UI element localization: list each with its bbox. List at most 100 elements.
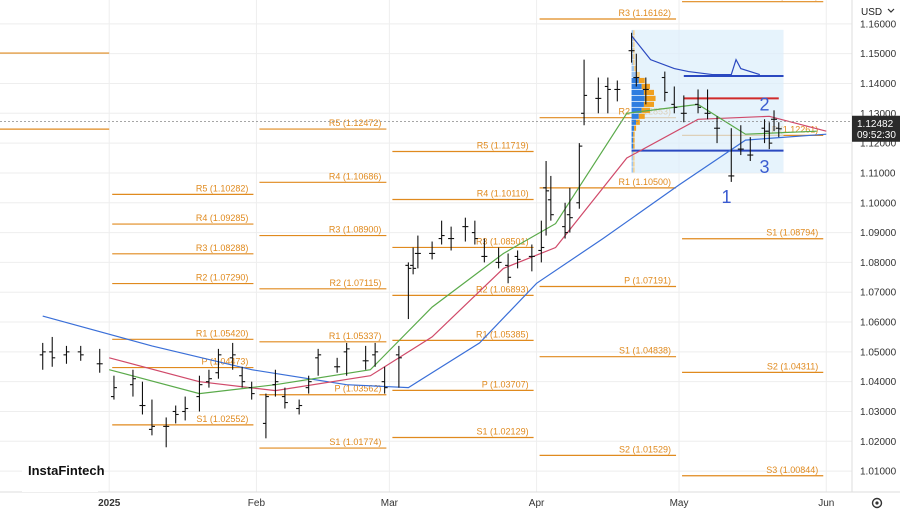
ohlc-bar — [362, 345, 369, 370]
settings-button[interactable] — [871, 497, 883, 509]
pivot-label: R1 (1.05420) — [196, 328, 249, 338]
pivot-label: R3 (1.08501) — [476, 236, 529, 246]
ohlc-bar — [528, 244, 535, 272]
ohlc-bar — [775, 122, 782, 138]
ohlc-bar — [39, 342, 46, 370]
ohlc-bar — [737, 125, 744, 156]
ohlc-bar — [547, 175, 554, 221]
pivot-label: R2 (1.07290) — [196, 273, 249, 283]
y-tick-label: 1.14000 — [860, 79, 897, 90]
profile-bar-buy — [631, 66, 635, 72]
ohlc-bar — [514, 250, 521, 269]
gear-icon — [871, 497, 883, 509]
ohlc-bar — [272, 369, 279, 397]
ohlc-bar — [229, 342, 236, 370]
ohlc-bar — [505, 253, 512, 284]
profile-bar-sell — [633, 131, 635, 137]
pivot-label: S1 (1.08794) — [766, 228, 818, 238]
wave-label: 3 — [760, 157, 770, 177]
pivot-label: S1 (1.02129) — [477, 426, 529, 436]
y-tick-label: 1.11000 — [860, 168, 896, 179]
profile-bar-buy — [631, 77, 639, 84]
y-tick-label: 1.15000 — [860, 49, 897, 60]
profile-bar-sell — [638, 77, 645, 84]
ohlc-bar — [604, 77, 611, 114]
y-tick-label: 1.06000 — [860, 318, 897, 329]
ohlc-bar — [543, 161, 550, 236]
profile-bar-buy — [631, 30, 634, 36]
profile-bar-sell — [643, 101, 655, 107]
pivot-label: S1 (1.04838) — [619, 346, 671, 356]
ohlc-bar — [562, 202, 569, 239]
profile-bar-buy — [631, 54, 634, 60]
profile-bar-buy — [631, 36, 634, 42]
y-tick-label: 1.13000 — [860, 109, 897, 120]
chart-grid — [0, 0, 852, 492]
profile-bar-sell — [633, 42, 635, 48]
profile-bar-sell — [633, 149, 635, 155]
profile-bar-sell — [633, 167, 635, 173]
ohlc-bar — [642, 77, 649, 105]
ohlc-bar — [77, 345, 84, 361]
profile-bar-buy — [631, 107, 642, 113]
profile-bar-buy — [631, 101, 644, 107]
last-price-value: 1.12482 — [857, 119, 894, 130]
profile-bar-buy — [631, 113, 639, 119]
y-tick-label: 1.01000 — [860, 467, 897, 478]
pivot-label: S3 (1.00844) — [766, 465, 818, 475]
pivot-label: S1 (1.01774) — [329, 437, 381, 447]
pivot-label: R1 (1.05337) — [329, 331, 382, 341]
ohlc-bar — [182, 396, 189, 421]
y-tick-label: 1.16000 — [860, 19, 897, 30]
ohlc-bar — [462, 217, 469, 242]
ohlc-bar — [395, 345, 402, 388]
ohlc-bar — [661, 71, 668, 102]
ohlc-bar — [771, 110, 778, 132]
y-axis[interactable]: 1.16000 1.15000 1.14000 1.13000 1.12000 1.110… — [851, 0, 897, 492]
ohlc-bar — [139, 381, 146, 415]
pivot-label: S2 (1.04311) — [767, 361, 818, 371]
ohlc-bar — [410, 247, 417, 275]
x-tick-label: Apr — [529, 498, 545, 509]
profile-bar-buy — [631, 42, 634, 48]
profile-bar-buy — [631, 60, 634, 66]
chevron-down-icon — [887, 8, 895, 13]
ohlc-bar — [262, 393, 269, 439]
profile-bar-buy — [631, 149, 634, 155]
profile-bar-sell — [633, 137, 635, 143]
x-axis[interactable]: 2025 Feb Mar Apr May Jun — [0, 491, 900, 509]
pivot-label: R4 (1.10686) — [329, 171, 382, 181]
pivot-label: R5 (1.11719) — [477, 141, 529, 151]
x-tick-label: May — [670, 498, 689, 509]
profile-bar-buy — [631, 137, 634, 143]
ohlc-bar — [695, 89, 702, 114]
profile-bar-sell — [633, 54, 635, 60]
profile-bar-sell — [634, 125, 637, 131]
pivot-label: R3 (1.16162) — [619, 8, 672, 18]
ohlc-bar — [129, 369, 136, 397]
gear-icon-center — [875, 501, 879, 505]
y-tick-label: 1.07000 — [860, 288, 897, 299]
profile-bar-sell — [636, 71, 640, 78]
profile-bar-buy — [631, 125, 635, 131]
ohlc-bar — [728, 128, 735, 182]
ohlc-bar — [448, 226, 455, 251]
profile-bar-buy — [631, 131, 634, 137]
pivot-label: R1 (1.16744) — [766, 0, 819, 1]
profile-bar-buy — [631, 119, 637, 125]
pivot-label: P (1.03707) — [482, 379, 529, 389]
ohlc-bar — [205, 369, 212, 388]
profile-bar-buy — [631, 143, 634, 149]
x-tick-label: 2025 — [98, 498, 121, 509]
pivot-label: R2 (1.06893) — [476, 284, 529, 294]
ohlc-bar — [766, 122, 773, 150]
pivot-label: S1 (1.02552) — [196, 414, 248, 424]
currency-selector[interactable]: USD — [861, 7, 895, 18]
profile-bar-buy — [631, 95, 645, 101]
x-tick-label: Jun — [818, 498, 834, 509]
ohlc-bar — [680, 95, 687, 123]
profile-bar-sell — [644, 95, 656, 101]
ohlc-bar — [566, 187, 573, 233]
pivot-label: R1 (1.05385) — [476, 329, 529, 339]
